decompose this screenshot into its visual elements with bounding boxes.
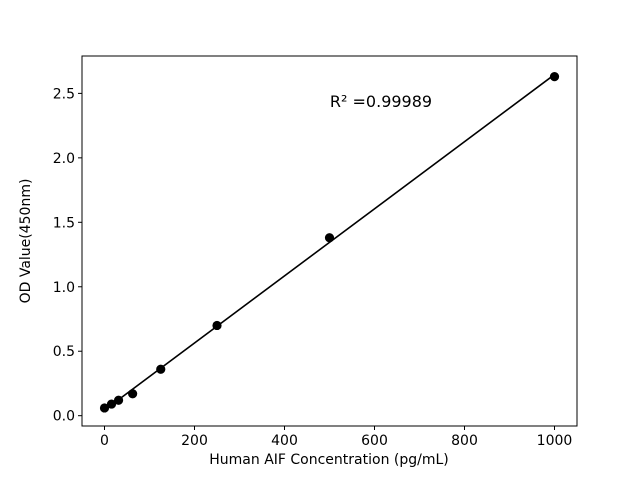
y-axis-label: OD Value(450nm): [18, 179, 34, 304]
data-point: [212, 320, 222, 331]
x-tick-label: 600: [361, 433, 388, 449]
data-point: [99, 403, 110, 413]
y-tick-label: 1.0: [53, 280, 75, 296]
data-point: [324, 233, 335, 243]
data-point: [156, 364, 166, 374]
data-point: [549, 72, 560, 82]
x-tick-label: 800: [451, 433, 478, 449]
y-tick-label: 2.0: [53, 151, 75, 167]
data-point: [113, 395, 124, 405]
y-tick-label: 0.0: [53, 409, 75, 425]
r-squared-annotation: R² =0.99989: [330, 92, 432, 111]
x-axis-label: Human AIF Concentration (pg/mL): [209, 452, 449, 468]
plot-frame: [81, 55, 578, 427]
y-tick-label: 1.5: [53, 215, 75, 231]
x-tick-label: 1000: [537, 433, 573, 449]
plot-layer: 0 200 400 600 800 1000 0.0 0.5 1.0 1.5 2.0 2.5: [53, 55, 578, 449]
data-point: [128, 389, 138, 399]
y-tick-label: 2.5: [53, 86, 75, 102]
x-tick-label: 400: [271, 433, 298, 449]
x-tick-label: 200: [181, 433, 208, 449]
x-tick-label: 0: [100, 433, 109, 449]
y-tick-label: 0.5: [53, 344, 75, 360]
data-point: [106, 399, 117, 409]
